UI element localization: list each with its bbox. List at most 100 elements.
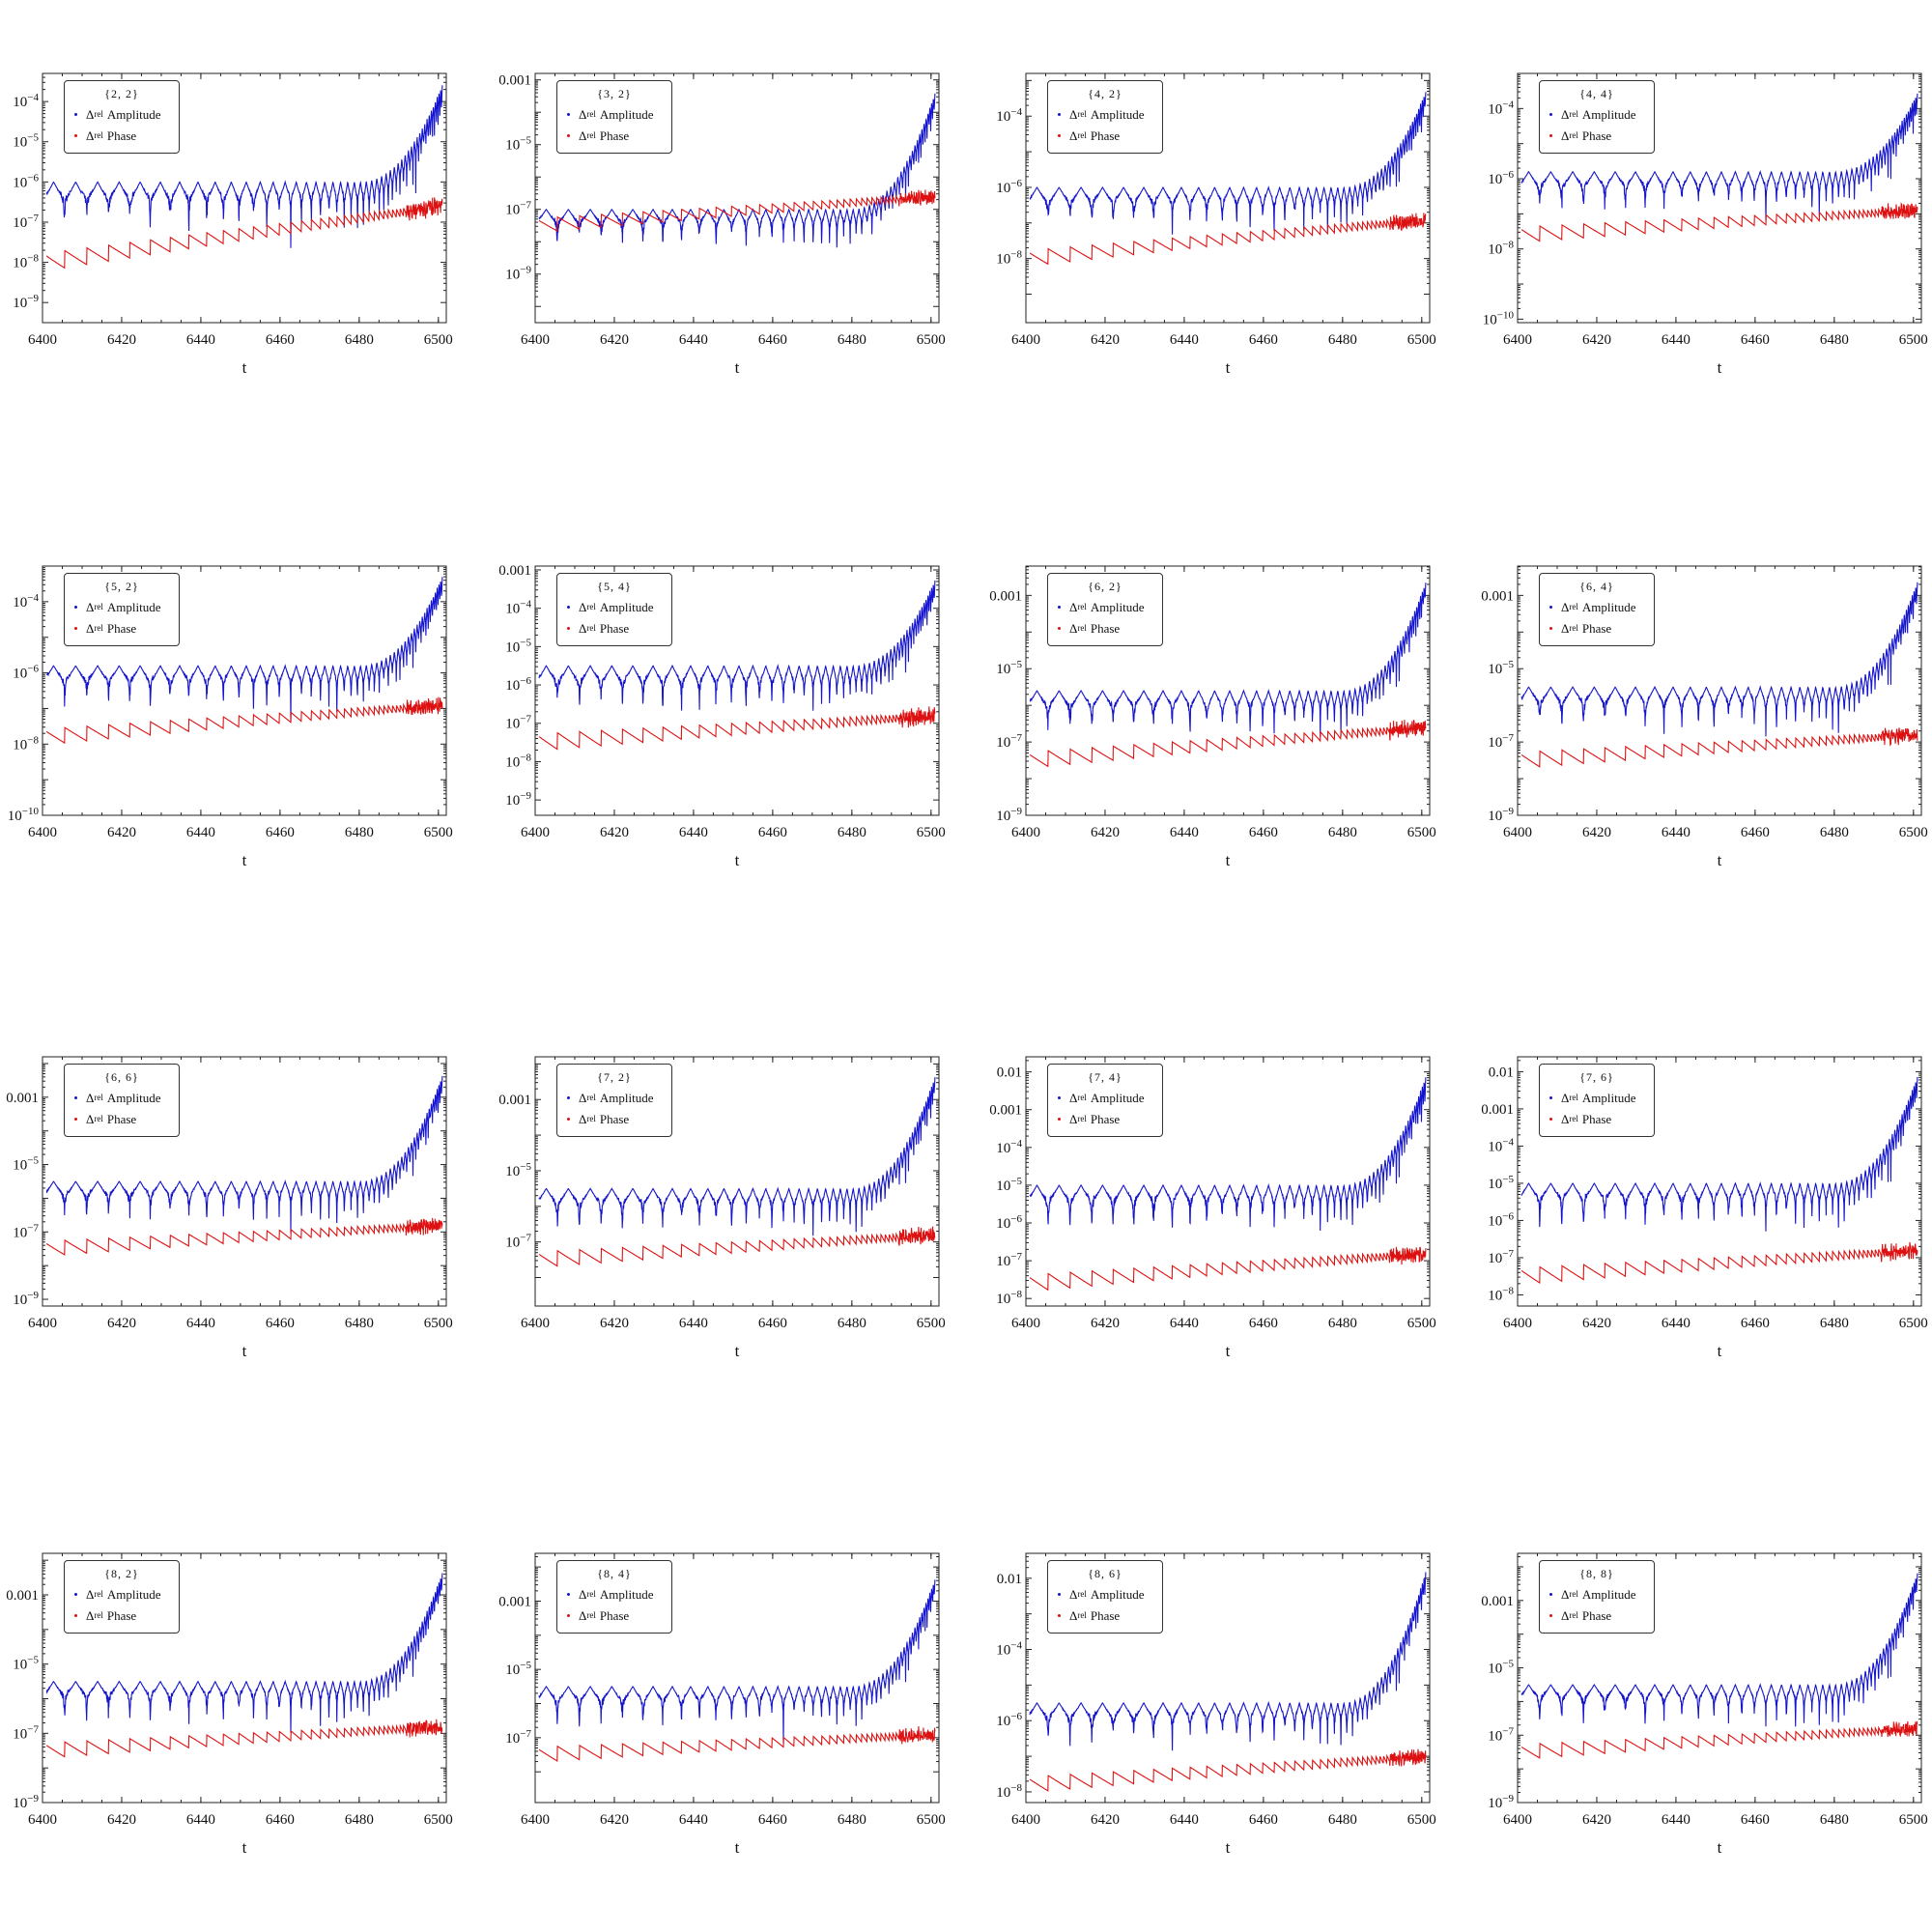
plot-frame — [1517, 72, 1922, 324]
y-tick-label: 10−4 — [13, 92, 39, 110]
chart-svg: 6400 6420 6440 6460 6480 6500 0.001 10−5 10−7 t — [498, 1552, 946, 1857]
x-tick-label: 6440 — [679, 1812, 708, 1828]
legend-delta: Δ — [579, 1608, 587, 1623]
x-tick-label: 6400 — [1011, 1316, 1040, 1331]
chart-svg: 6400 6420 6440 6460 6480 6500 10−4 10−6 10−8 t — [996, 72, 1436, 377]
legend-marker — [74, 113, 77, 116]
x-tick-label: 6440 — [1662, 1316, 1690, 1331]
phase-series-line — [538, 1725, 936, 1763]
legend-marker — [74, 134, 77, 137]
legend-title: {7, 2} — [597, 1070, 632, 1084]
y-tick-label: 10−9 — [1488, 806, 1514, 824]
y-tick-label: 0.01 — [997, 1065, 1022, 1081]
plot-frame — [42, 1056, 447, 1307]
x-tick-label: 6420 — [107, 1812, 136, 1828]
y-tick-label: 10−8 — [996, 1782, 1022, 1801]
chart-panel: 6400 6420 6440 6460 6480 6500 0.001 10−4 10−5 10−… — [493, 493, 976, 879]
legend-marker — [567, 113, 570, 116]
legend-subscript: rel — [94, 1093, 103, 1102]
chart-panel: 6400 6420 6440 6460 6480 6500 0.001 10−5 10−7 10−… — [493, 0, 976, 386]
y-tick-label: 10−5 — [505, 637, 531, 655]
legend-delta: Δ — [579, 128, 587, 143]
chart-svg: 6400 6420 6440 6460 6480 6500 0.001 10−5 10−7 10−… — [498, 72, 946, 377]
chart-svg: 6400 6420 6440 6460 6480 6500 0.001 10−5 10−7 10−… — [989, 565, 1436, 869]
x-tick-label: 6400 — [28, 825, 57, 840]
x-tick-label: 6500 — [1899, 825, 1928, 840]
x-tick-label: 6420 — [1091, 825, 1120, 840]
y-tick-label: 10−8 — [505, 752, 531, 770]
y-tick-label: 10−9 — [13, 293, 39, 311]
y-tick-label: 10−5 — [996, 1176, 1022, 1194]
x-axis-label: t — [1718, 1342, 1722, 1360]
y-tick-label: 10−6 — [1488, 1210, 1514, 1229]
legend-label: Phase — [1090, 1112, 1121, 1126]
legend-title: {7, 4} — [1088, 1070, 1122, 1084]
x-tick-label: 6480 — [838, 1812, 867, 1828]
x-tick-label: 6500 — [1407, 1316, 1436, 1331]
legend-title: {5, 4} — [597, 580, 632, 593]
legend-marker — [567, 1593, 570, 1596]
phase-series-line — [45, 696, 443, 745]
x-tick-label: 6480 — [1820, 1316, 1849, 1331]
y-tick-label: 0.001 — [989, 1103, 1022, 1119]
legend-label: Amplitude — [599, 600, 654, 614]
legend-label: Amplitude — [106, 107, 161, 122]
legend-delta: Δ — [579, 107, 587, 122]
legend-subscript: rel — [1569, 623, 1578, 633]
legend-title: {5, 2} — [104, 580, 139, 593]
legend-marker — [567, 1096, 570, 1099]
legend-label: Phase — [1581, 1608, 1612, 1623]
chart-panel: 6400 6420 6440 6460 6480 6500 0.001 10−5 10−7 t {8… — [493, 1480, 976, 1866]
y-tick-label: 10−5 — [505, 1660, 531, 1678]
legend-label: Phase — [1581, 1112, 1612, 1126]
legend-delta: Δ — [1561, 1587, 1570, 1602]
x-tick-label: 6480 — [1328, 1812, 1357, 1828]
legend-marker — [567, 1118, 570, 1121]
x-tick-label: 6440 — [679, 332, 708, 348]
legend-title: {8, 8} — [1579, 1567, 1614, 1580]
x-tick-label: 6500 — [1407, 825, 1436, 840]
y-tick-label: 10−8 — [996, 1289, 1022, 1307]
legend-subscript: rel — [586, 1589, 596, 1599]
y-tick-label: 10−7 — [996, 732, 1022, 751]
plot-frame — [1517, 565, 1922, 816]
x-axis-label: t — [1226, 1838, 1231, 1857]
legend-subscript: rel — [1569, 130, 1578, 140]
x-tick-label: 6420 — [107, 825, 136, 840]
chart-svg: 6400 6420 6440 6460 6480 6500 0.001 10−4 10−5 10−… — [498, 563, 946, 869]
plot-frame — [534, 72, 940, 324]
legend-title: {7, 6} — [1579, 1070, 1614, 1084]
x-axis-label: t — [242, 1838, 247, 1857]
legend-subscript: rel — [1077, 602, 1087, 611]
x-tick-label: 6480 — [838, 332, 867, 348]
legend-delta: Δ — [579, 600, 587, 614]
legend-delta: Δ — [86, 1608, 95, 1623]
legend-subscript: rel — [1569, 1589, 1578, 1599]
legend-label: Phase — [599, 1608, 630, 1623]
x-tick-label: 6480 — [1328, 332, 1357, 348]
x-tick-label: 6460 — [758, 332, 787, 348]
x-tick-label: 6460 — [758, 1316, 787, 1331]
legend-subscript: rel — [1077, 1114, 1087, 1123]
y-tick-label: 10−5 — [13, 1155, 39, 1174]
x-tick-label: 6480 — [1820, 332, 1849, 348]
y-tick-label: 0.001 — [989, 588, 1022, 604]
legend-label: Phase — [1581, 128, 1612, 143]
y-tick-label: 0.001 — [1481, 1102, 1514, 1118]
legend-delta: Δ — [579, 621, 587, 636]
legend-delta: Δ — [86, 1587, 95, 1602]
x-tick-label: 6500 — [1899, 1812, 1928, 1828]
